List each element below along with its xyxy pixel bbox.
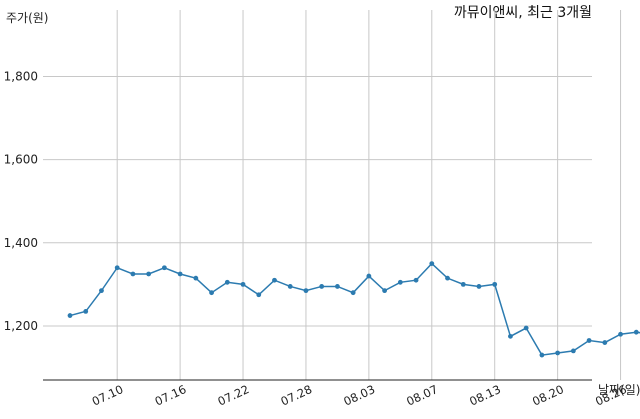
x-tick-label: 08.13 [467,382,503,409]
series-layer [67,261,640,358]
x-tick-label: 08.20 [530,382,566,409]
data-point [570,348,576,354]
x-tick-label: 07.22 [216,382,252,409]
data-point [303,288,309,294]
y-tick-label: 1,400 [4,236,38,250]
data-point [83,309,89,314]
data-point [161,265,167,271]
data-point [335,284,340,289]
chart-title: 까뮤이앤씨, 최근 3개월 [454,5,592,21]
data-point [618,331,623,337]
y-tick-label: 1,800 [4,70,38,84]
data-point [397,279,403,285]
series-line [69,262,640,356]
x-tick-label: 08.07 [404,382,440,409]
y-tick-label: 1,200 [4,319,38,333]
data-point [460,281,466,287]
data-point [114,265,120,271]
data-point [350,290,356,296]
data-point [130,271,136,277]
data-point [555,350,561,356]
data-point [224,279,230,285]
data-point [319,284,325,289]
data-point [67,313,73,318]
data-point [539,352,545,358]
data-point [586,338,592,343]
data-point [366,273,372,279]
data-point [193,275,199,281]
data-point [272,277,277,283]
data-point [287,284,293,289]
data-point [99,288,104,294]
y-tick-label: 1,600 [4,153,38,167]
data-point [429,261,435,266]
data-point [382,288,387,294]
x-tick-label: 07.28 [278,382,314,409]
tick-labels: 1,200 1,400 1,600 1,800 07.10 07.16 07.22 07.28… [4,70,629,409]
data-point [240,281,246,287]
data-point [492,281,498,287]
data-point [602,340,608,345]
data-point [146,271,152,277]
gridlines [43,10,622,380]
data-point [523,325,529,331]
x-tick-label: 07.10 [90,382,126,409]
x-axis-label: 날짜(일) [598,383,640,397]
data-point [177,271,183,277]
data-point [476,284,482,289]
data-point [445,275,450,281]
data-point [413,277,419,283]
data-point [256,292,262,298]
x-tick-label: 08.03 [341,382,377,409]
data-point [633,329,639,335]
data-point [508,333,513,339]
y-axis-label: 주가(원) [6,11,48,25]
data-point [209,290,214,296]
x-tick-label: 07.16 [153,382,189,409]
